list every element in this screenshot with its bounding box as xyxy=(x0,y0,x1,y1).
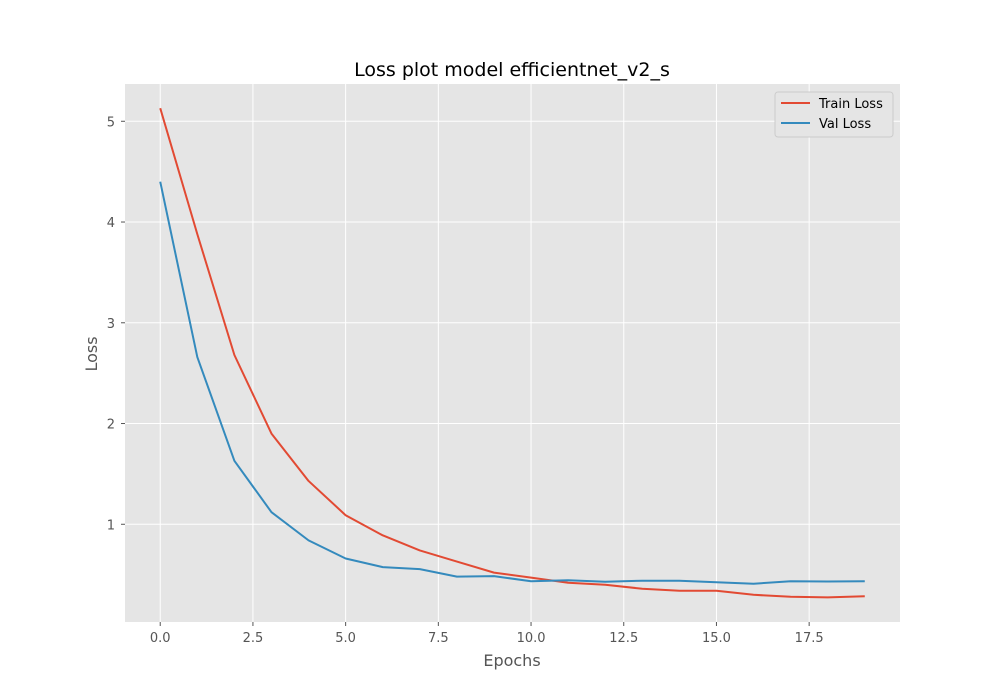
chart-title: Loss plot model efficientnet_v2_s xyxy=(354,59,670,81)
grid-lines xyxy=(125,84,900,622)
x-tick-label: 5.0 xyxy=(335,631,356,646)
y-tick-label: 5 xyxy=(107,115,115,130)
plot-area xyxy=(125,84,900,622)
x-tick-label: 10.0 xyxy=(517,631,546,646)
y-tick-label: 4 xyxy=(107,216,115,231)
series-line-train-loss xyxy=(159,107,865,599)
legend: Train Loss Val Loss xyxy=(774,91,894,138)
legend-label-train-loss: Train Loss xyxy=(818,97,883,112)
series-line-val-loss xyxy=(159,181,865,585)
x-tick-label: 7.5 xyxy=(428,631,449,646)
axis-ticks: 0.0 2.5 5.0 7.5 10.0 12.5 15.0 17.5 1 2 3 4 5 xyxy=(107,115,824,646)
y-axis-title: Loss xyxy=(82,336,101,371)
x-tick-label: 15.0 xyxy=(702,631,731,646)
y-tick-label: 2 xyxy=(107,418,115,433)
x-tick-label: 0.0 xyxy=(150,631,171,646)
legend-label-val-loss: Val Loss xyxy=(819,117,871,132)
x-axis-title: Epochs xyxy=(483,651,540,670)
x-tick-label: 17.5 xyxy=(795,631,824,646)
series-lines xyxy=(159,107,865,599)
y-tick-label: 1 xyxy=(107,518,115,533)
x-tick-label: 12.5 xyxy=(609,631,638,646)
y-tick-label: 3 xyxy=(107,317,115,332)
x-tick-label: 2.5 xyxy=(243,631,264,646)
